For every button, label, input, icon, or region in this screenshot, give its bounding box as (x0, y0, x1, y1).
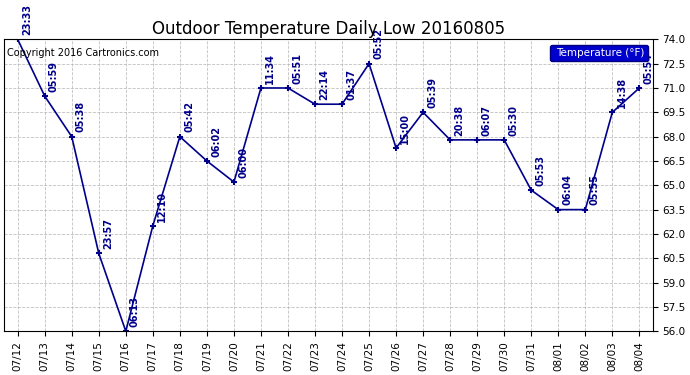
Text: 15:00: 15:00 (400, 113, 411, 144)
Text: 06:02: 06:02 (211, 126, 221, 157)
Text: 05:30: 05:30 (509, 105, 518, 136)
Text: 23:57: 23:57 (103, 218, 113, 249)
Text: 20:38: 20:38 (454, 105, 464, 136)
Text: 11:34: 11:34 (265, 53, 275, 84)
Text: 22:14: 22:14 (319, 69, 329, 100)
Text: 06:13: 06:13 (130, 296, 140, 327)
Text: 05:55: 05:55 (589, 174, 600, 206)
Text: 05:54: 05:54 (644, 53, 653, 84)
Text: 06:00: 06:00 (238, 147, 248, 178)
Text: 05:39: 05:39 (427, 77, 437, 108)
Text: 05:51: 05:51 (292, 53, 302, 84)
Text: 14:38: 14:38 (616, 77, 627, 108)
Text: 05:59: 05:59 (49, 61, 59, 92)
Title: Outdoor Temperature Daily Low 20160805: Outdoor Temperature Daily Low 20160805 (152, 20, 505, 38)
Text: 05:52: 05:52 (373, 28, 383, 60)
Text: 05:38: 05:38 (76, 101, 86, 132)
Text: 12:10: 12:10 (157, 190, 167, 222)
Text: 01:37: 01:37 (346, 69, 356, 100)
Text: 06:07: 06:07 (482, 105, 491, 136)
Text: 06:04: 06:04 (562, 174, 573, 206)
Text: Copyright 2016 Cartronics.com: Copyright 2016 Cartronics.com (8, 48, 159, 58)
Text: 23:33: 23:33 (22, 4, 32, 35)
Text: 05:42: 05:42 (184, 102, 194, 132)
Legend: Temperature (°F): Temperature (°F) (550, 45, 648, 61)
Text: 05:53: 05:53 (535, 155, 545, 186)
